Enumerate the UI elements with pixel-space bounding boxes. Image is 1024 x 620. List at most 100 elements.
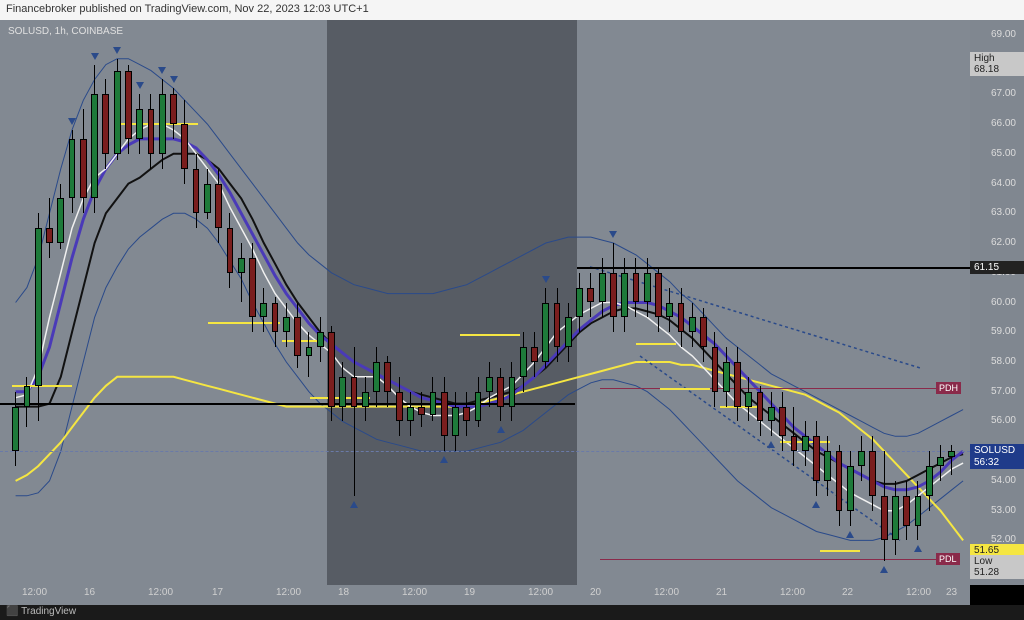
candle[interactable]: [215, 184, 222, 229]
candle[interactable]: [678, 303, 685, 333]
candle[interactable]: [813, 436, 820, 481]
candle[interactable]: [565, 317, 572, 347]
candle[interactable]: [170, 94, 177, 124]
candle[interactable]: [159, 94, 166, 153]
candle[interactable]: [542, 303, 549, 362]
candle[interactable]: [734, 362, 741, 407]
publish-header: Financebroker published on TradingView.c…: [0, 0, 1024, 20]
candle[interactable]: [57, 198, 64, 243]
candle[interactable]: [181, 124, 188, 169]
candle[interactable]: [869, 451, 876, 496]
candle[interactable]: [452, 407, 459, 437]
candle[interactable]: [587, 288, 594, 303]
candle[interactable]: [249, 258, 256, 317]
price-chart[interactable]: SOLUSD, 1h, COINBASE PDHPDL: [0, 20, 970, 585]
candle[interactable]: [531, 347, 538, 362]
candle[interactable]: [881, 496, 888, 541]
candle[interactable]: [114, 71, 121, 154]
y-tick: 59.00: [991, 326, 1016, 337]
tradingview-logo-icon: ⬛: [6, 606, 18, 617]
candle[interactable]: [915, 496, 922, 526]
candle[interactable]: [791, 436, 798, 451]
x-tick: 18: [338, 587, 349, 598]
candle[interactable]: [283, 317, 290, 332]
candle[interactable]: [272, 303, 279, 333]
candle[interactable]: [407, 407, 414, 422]
candle[interactable]: [351, 377, 358, 407]
candle[interactable]: [204, 184, 211, 214]
x-axis[interactable]: 12:001612:001712:001812:001912:002012:00…: [0, 585, 970, 605]
sell-marker-icon: [609, 231, 617, 238]
candle[interactable]: [362, 392, 369, 407]
candle[interactable]: [193, 169, 200, 214]
candle[interactable]: [644, 273, 651, 303]
price-tag-low: Low 51.28: [970, 555, 1024, 579]
candle[interactable]: [712, 347, 719, 392]
candle[interactable]: [892, 496, 899, 541]
candle[interactable]: [633, 273, 640, 303]
candle[interactable]: [621, 273, 628, 318]
candle[interactable]: [148, 109, 155, 154]
candle[interactable]: [926, 466, 933, 496]
candle[interactable]: [858, 451, 865, 466]
candle[interactable]: [396, 392, 403, 422]
candle[interactable]: [12, 407, 19, 452]
candle[interactable]: [339, 377, 346, 407]
candle[interactable]: [903, 496, 910, 526]
candle[interactable]: [520, 347, 527, 377]
candle[interactable]: [948, 451, 955, 457]
candle[interactable]: [486, 377, 493, 392]
candle[interactable]: [306, 347, 313, 356]
candle[interactable]: [373, 362, 380, 392]
candle[interactable]: [69, 139, 76, 198]
candle[interactable]: [576, 288, 583, 318]
pdl-label: PDL: [936, 553, 960, 565]
x-tick: 21: [716, 587, 727, 598]
candle[interactable]: [294, 317, 301, 356]
candle[interactable]: [136, 109, 143, 139]
candle[interactable]: [745, 392, 752, 407]
candle[interactable]: [441, 392, 448, 437]
candle[interactable]: [824, 451, 831, 481]
candle[interactable]: [655, 273, 662, 318]
candle[interactable]: [384, 362, 391, 392]
candle[interactable]: [80, 139, 87, 198]
candle[interactable]: [125, 71, 132, 139]
candle[interactable]: [802, 436, 809, 451]
candle[interactable]: [723, 362, 730, 392]
candle[interactable]: [779, 407, 786, 437]
candle[interactable]: [46, 228, 53, 243]
candle[interactable]: [666, 303, 673, 318]
x-tick: 12:00: [528, 587, 553, 598]
candle[interactable]: [509, 377, 516, 407]
candle[interactable]: [475, 392, 482, 422]
candle[interactable]: [768, 407, 775, 422]
candle[interactable]: [554, 303, 561, 348]
candle[interactable]: [757, 392, 764, 422]
candle[interactable]: [24, 386, 31, 407]
candle[interactable]: [430, 392, 437, 416]
x-tick: 12:00: [148, 587, 173, 598]
x-tick: 23: [946, 587, 957, 598]
candle[interactable]: [91, 94, 98, 198]
candle[interactable]: [610, 273, 617, 318]
candle[interactable]: [497, 377, 504, 407]
y-axis[interactable]: 51.0052.0053.0054.0055.0056.0057.0058.00…: [970, 20, 1024, 585]
candle[interactable]: [328, 332, 335, 406]
candle[interactable]: [260, 303, 267, 318]
x-tick: 16: [84, 587, 95, 598]
candle[interactable]: [689, 317, 696, 332]
candle[interactable]: [463, 407, 470, 422]
candle[interactable]: [599, 273, 606, 303]
candle[interactable]: [836, 451, 843, 510]
candle[interactable]: [418, 407, 425, 416]
candle[interactable]: [700, 317, 707, 347]
candle[interactable]: [238, 258, 245, 273]
candle[interactable]: [35, 228, 42, 386]
candle[interactable]: [227, 228, 234, 273]
candle[interactable]: [937, 457, 944, 466]
x-tick: 12:00: [276, 587, 301, 598]
candle[interactable]: [102, 94, 109, 153]
candle[interactable]: [847, 466, 854, 511]
candle[interactable]: [317, 332, 324, 347]
